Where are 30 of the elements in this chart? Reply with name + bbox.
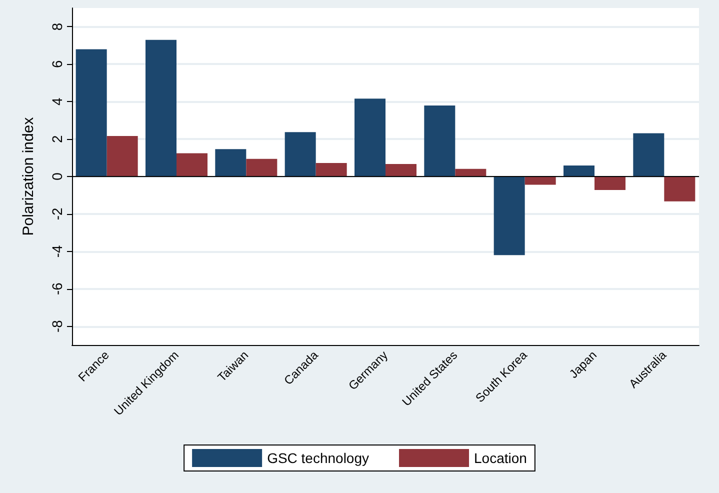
bar [284,132,316,176]
bar [176,153,208,176]
bar [524,176,556,185]
y-tick-label: 4 [49,98,65,106]
bar [76,49,107,176]
legend-label: GSC technology [267,450,370,466]
bar [564,165,594,176]
y-tick-label: -8 [49,320,65,333]
y-tick-label: -6 [49,282,65,296]
bar [594,176,626,190]
legend-label: Location [474,450,527,466]
y-tick-label: 8 [49,22,65,31]
y-tick-label: 2 [49,134,65,143]
bar [455,168,486,176]
y-tick-label: -2 [49,208,65,220]
y-tick-label: 6 [49,60,65,68]
bar [354,98,386,176]
bar [316,163,347,176]
bar [494,176,525,256]
bar [246,158,278,176]
bar [146,40,176,176]
bar [664,176,696,202]
bar [424,106,456,176]
y-tick-label: 0 [49,172,65,180]
y-tick-label: -4 [49,244,65,258]
y-axis-title: Polarization index [20,116,37,236]
bar [386,164,416,176]
bar [215,149,246,176]
bar [106,136,138,176]
bar [633,133,664,176]
